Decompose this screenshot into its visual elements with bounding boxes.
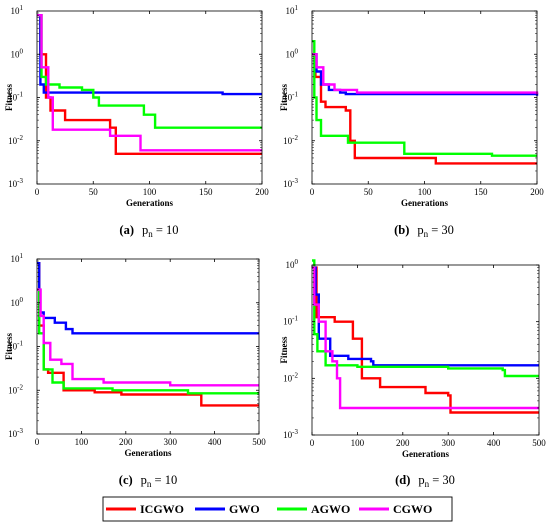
y-axis-label: Fitness [4,333,14,360]
x-tick-label: 50 [89,187,99,197]
panel-caption-d: (d) pn = 30 [395,473,455,489]
y-tick-label: 10-3 [283,177,298,189]
chart-a: 0 50 100 150 200 10-3 10-2 10-1 100 101 Generation… [4,4,269,208]
x-tick-label: 0 [35,187,40,197]
x-tick-label: 300 [441,438,455,448]
x-tick-label: 200 [255,187,269,197]
x-tick-label: 300 [163,437,177,447]
x-tick-label: 100 [143,187,157,197]
legend-item-icgwo: ICGWO [106,502,184,516]
y-tick-label: 10-1 [8,340,23,352]
y-tick-label: 10-2 [8,383,23,395]
panel-caption-c: (c) pn = 10 [119,473,177,489]
x-axis-label: Generations [402,449,449,459]
y-tick-label: 10-3 [8,427,23,439]
legend-label: CGWO [393,502,432,516]
panel-caption-a: (a) pn = 10 [119,223,178,239]
chart-b: 0 50 100 150 200 10-3 10-2 10-1 100 101 Generation… [279,4,544,208]
series-line-gwo [312,266,539,367]
y-tick-label: 10-2 [8,134,23,146]
series-line-cgwo [312,53,539,95]
chart-d: 0 100 200 300 400 500 10-3 10-2 10-1 100 Generatio… [279,258,546,459]
plot-area [37,259,259,434]
y-axis-label: Fitness [279,84,289,111]
x-tick-label: 100 [75,437,89,447]
y-tick-label: 100 [11,47,24,59]
y-tick-label: 10-2 [283,134,298,146]
y-tick-label: 10-1 [283,315,298,327]
legend-label: AGWO [311,502,350,516]
series-line-icgwo [312,266,539,414]
captions-layer: (a) pn = 10 (b) pn = 30 (c) pn = 10 (d) pn = 30 [119,223,455,489]
legend-label: ICGWO [140,502,184,516]
y-tick-label: 101 [11,4,24,16]
series-line-cgwo [312,266,539,410]
series-line-agwo [312,259,539,378]
series-line-gwo [312,53,539,96]
x-tick-label: 500 [532,438,546,448]
series-line-icgwo [37,14,262,155]
x-axis-label: Generations [126,198,173,208]
legend: ICGWO GWO AGWO CGWO [102,496,453,522]
y-tick-label: 101 [286,4,299,16]
x-tick-label: 150 [199,187,213,197]
series-line-icgwo [312,53,537,165]
y-axis-label: Fitness [279,336,289,363]
series-line-agwo [37,14,262,129]
chart-c: 0 100 200 300 400 500 10-3 10-2 10-1 100 101 Genera… [4,252,266,458]
legend-item-agwo: AGWO [277,502,350,516]
x-tick-label: 200 [530,187,544,197]
y-axis-label: Fitness [4,84,14,111]
x-tick-label: 0 [310,438,315,448]
legend-item-gwo: GWO [195,502,260,516]
x-tick-label: 200 [119,437,133,447]
x-tick-label: 100 [351,438,365,448]
y-tick-label: 10-3 [283,428,298,440]
charts-layer: 0 50 100 150 200 10-3 10-2 10-1 100 101 Generation… [4,4,546,459]
x-tick-label: 0 [35,437,40,447]
y-tick-label: 10-2 [283,371,298,383]
legend-item-cgwo: CGWO [359,502,432,516]
x-tick-label: 200 [396,438,410,448]
x-tick-label: 100 [418,187,432,197]
x-tick-label: 150 [474,187,488,197]
x-tick-label: 0 [310,187,315,197]
panel-caption-b: (b) pn = 30 [394,223,454,239]
series-line-cgwo [37,14,262,152]
x-tick-label: 400 [487,438,501,448]
y-tick-label: 100 [11,296,24,308]
x-axis-label: Generations [401,198,448,208]
plot-area [312,265,539,435]
y-tick-label: 10-3 [8,177,23,189]
series-line-agwo [37,288,259,395]
series-line-agwo [312,40,537,157]
y-tick-label: 10-1 [8,91,23,103]
x-tick-label: 400 [208,437,222,447]
axes-frame [311,264,540,436]
legend-label: GWO [229,502,260,516]
plot-area [37,11,262,184]
series-line-cgwo [37,288,259,387]
y-tick-label: 101 [11,252,24,264]
x-tick-label: 500 [252,437,266,447]
x-tick-label: 50 [364,187,374,197]
legend-layer: ICGWO GWO AGWO CGWO [102,496,453,522]
y-tick-label: 100 [286,47,299,59]
y-tick-label: 100 [286,258,299,270]
y-tick-label: 10-1 [283,91,298,103]
x-axis-label: Generations [125,448,172,458]
